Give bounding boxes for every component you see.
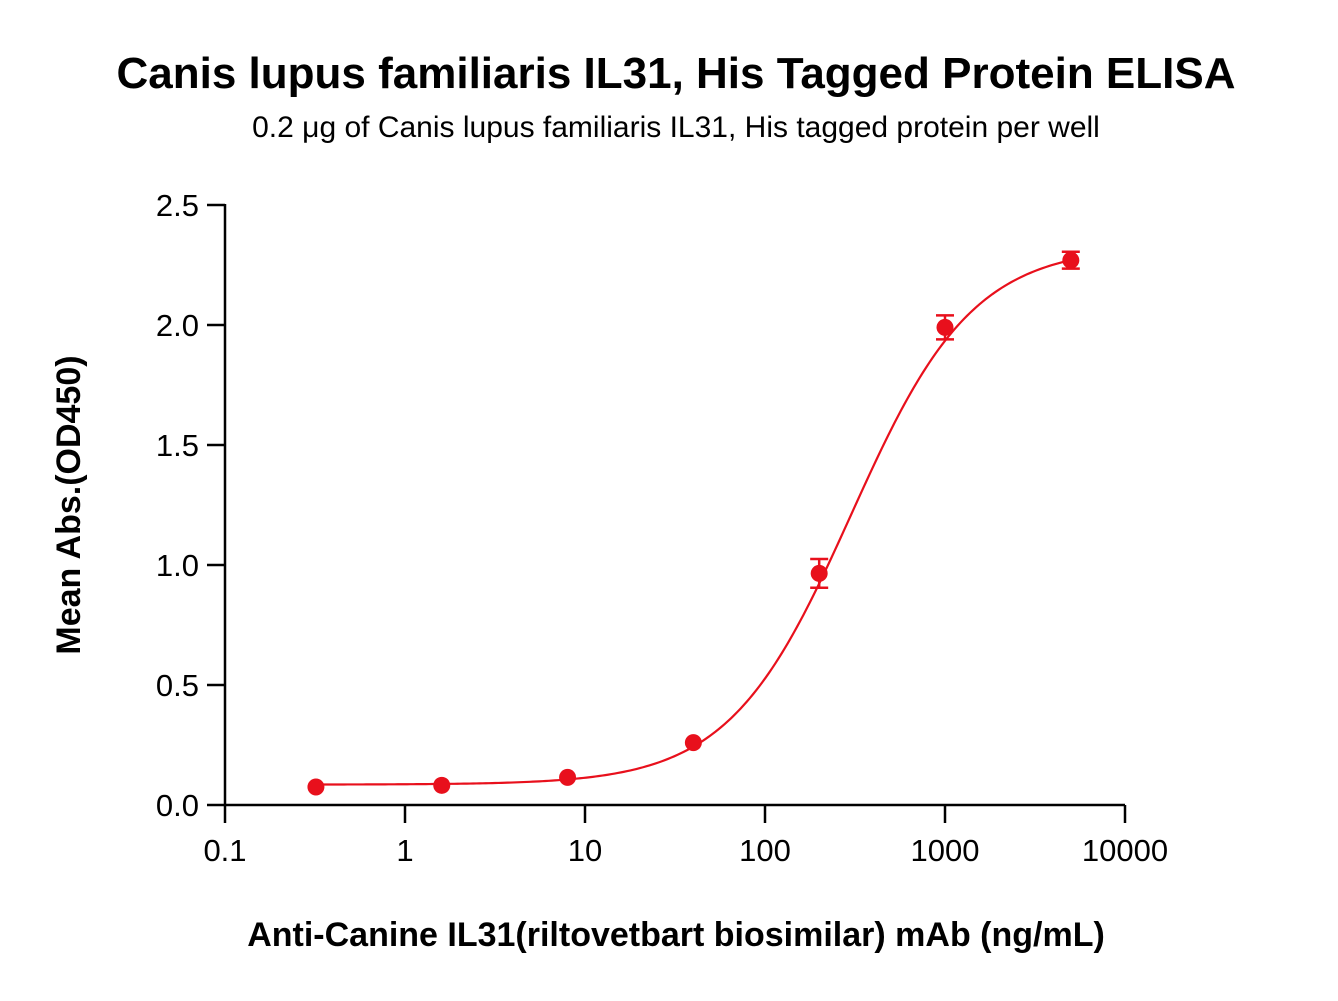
y-axis-label: Mean Abs.(OD450)	[50, 355, 88, 654]
x-tick-label: 100	[739, 833, 791, 868]
data-point	[433, 776, 451, 794]
data-point	[307, 778, 325, 796]
y-tick-label: 0.5	[156, 668, 199, 703]
tick-labels: 0.0 0.5 1.0 1.5 2.0 2.5 0.1 1 10 100 1000 10000	[156, 188, 1168, 868]
x-axis-label: Anti-Canine IL31(riltovetbart biosimilar…	[247, 916, 1105, 954]
y-tick-label: 1.5	[156, 428, 199, 463]
data-points	[307, 251, 1080, 796]
x-tick-label: 10000	[1082, 833, 1168, 868]
y-tick-label: 2.0	[156, 308, 199, 343]
x-tick-label: 1	[396, 833, 413, 868]
x-tick-label: 10	[568, 833, 602, 868]
data-point	[559, 768, 577, 786]
axes	[207, 203, 1127, 823]
fit-curve	[315, 259, 1072, 786]
data-point	[684, 734, 702, 752]
data-point	[1062, 251, 1080, 269]
y-tick-label: 0.0	[156, 788, 199, 823]
error-bars	[810, 250, 1080, 590]
y-tick-label: 1.0	[156, 548, 199, 583]
x-tick-label: 0.1	[203, 833, 246, 868]
chart-subtitle: 0.2 μg of Canis lupus familiaris IL31, H…	[252, 111, 1100, 144]
x-tick-label: 1000	[911, 833, 980, 868]
y-tick-label: 2.5	[156, 188, 199, 223]
chart-title: Canis lupus familiaris IL31, His Tagged …	[117, 49, 1236, 98]
data-point	[936, 318, 954, 336]
data-point	[810, 564, 828, 582]
